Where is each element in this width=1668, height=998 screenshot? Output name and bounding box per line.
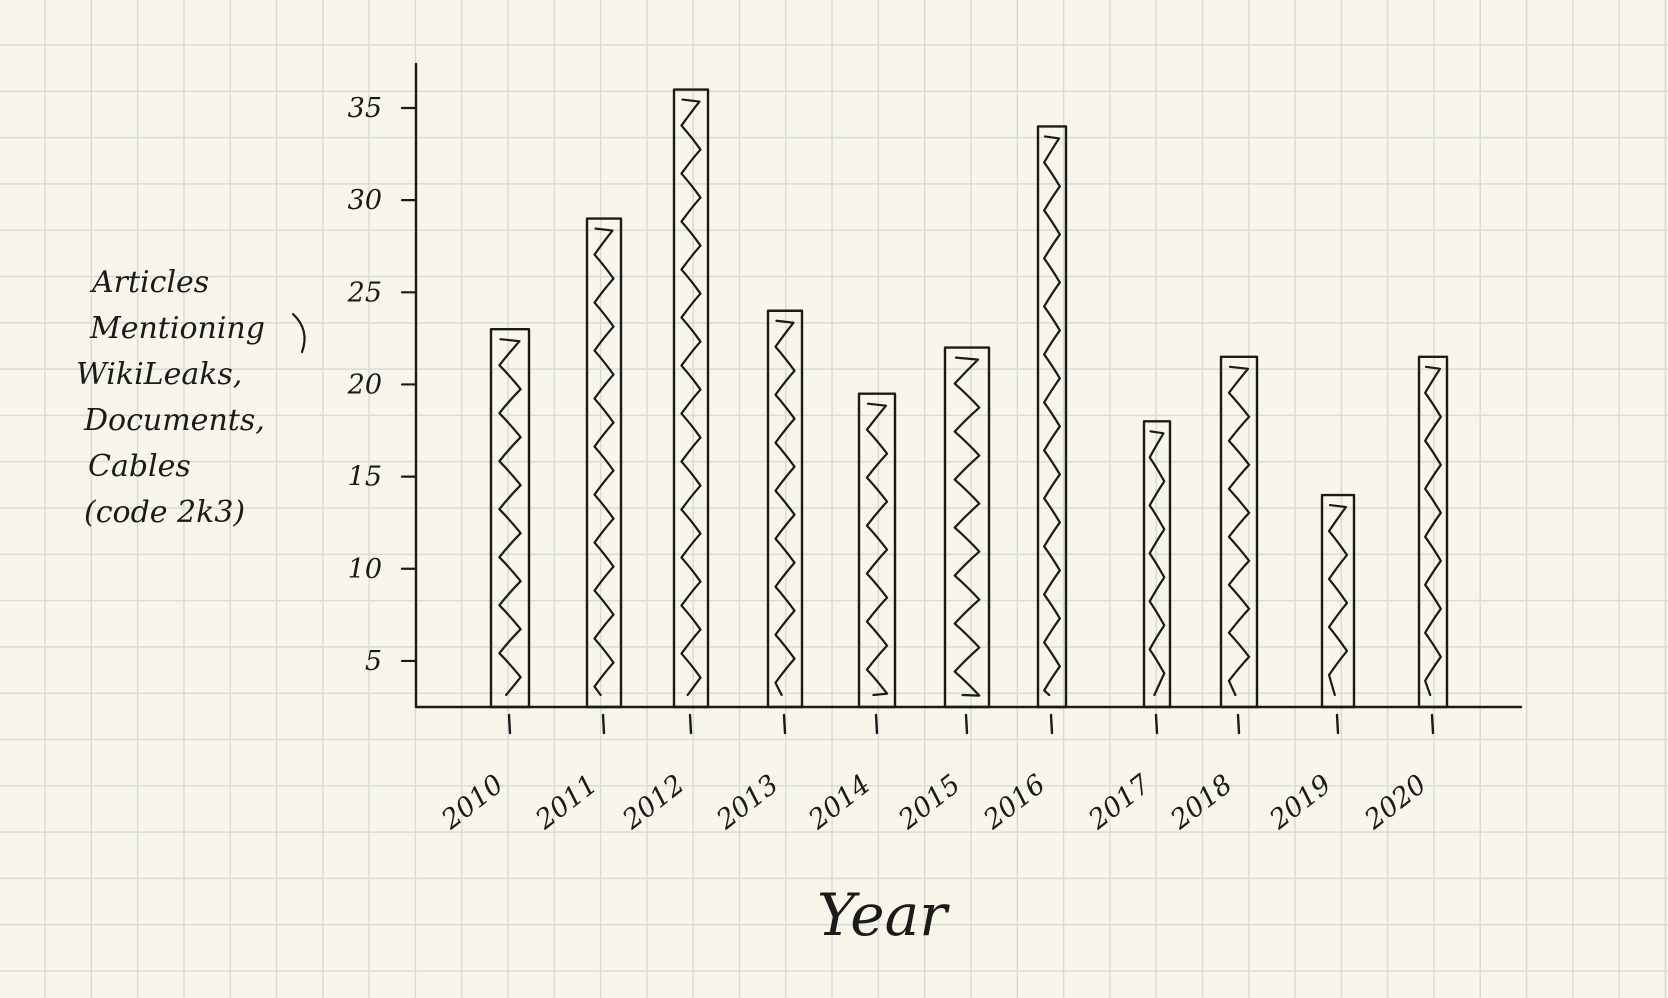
- x-ticks: 2010 2011 2012 2013 2014 2015 2016 2017 2018 2019…: [435, 713, 1435, 836]
- bar: [1417, 355, 1449, 709]
- x-tick-label: 2014: [802, 769, 876, 836]
- bar-zigzag-fill: [680, 98, 702, 697]
- y-ticks: 5 10 15 20 25 30 35: [347, 93, 418, 677]
- y-axis-title-line: Cables: [88, 449, 191, 484]
- y-axis-title-line: Articles: [89, 265, 209, 300]
- bar: [766, 309, 804, 709]
- x-tick-mark: [1049, 713, 1054, 735]
- x-tick-label: 2017: [1082, 768, 1157, 836]
- x-tick-label: 2016: [977, 769, 1051, 836]
- y-axis-title: Articles Mentioning WikiLeaks, Documents…: [76, 265, 306, 530]
- x-tick-label: 2011: [529, 769, 603, 836]
- bar-zigzag-fill: [593, 227, 615, 697]
- x-tick-label: 2018: [1164, 769, 1238, 836]
- bar: [489, 327, 531, 709]
- y-tick-label: 30: [348, 185, 382, 216]
- bar: [672, 88, 710, 709]
- y-tick-label: 35: [348, 93, 382, 124]
- bar-zigzag-fill: [774, 319, 796, 697]
- x-tick-mark: [782, 713, 787, 735]
- x-tick-label: 2015: [892, 769, 966, 836]
- bar-zigzag-fill: [1227, 365, 1251, 697]
- x-tick-mark: [507, 713, 512, 735]
- x-tick-label: 2010: [435, 769, 509, 836]
- bar: [1142, 420, 1172, 709]
- y-tick-label: 10: [348, 554, 382, 585]
- bar: [857, 392, 897, 709]
- bar-zigzag-fill: [1424, 365, 1442, 697]
- x-tick-mark: [1154, 713, 1159, 735]
- x-tick-mark: [1236, 713, 1241, 735]
- y-axis-title-line: WikiLeaks,: [76, 357, 242, 392]
- y-axis-title-line: (code 2k3): [84, 495, 245, 530]
- bars: [489, 88, 1449, 709]
- x-tick-mark: [874, 713, 879, 735]
- x-tick-mark: [964, 713, 969, 735]
- y-tick-label: 25: [347, 277, 382, 308]
- x-tick-mark: [1335, 713, 1340, 735]
- bar: [1036, 125, 1068, 709]
- bar-zigzag-fill: [498, 338, 522, 697]
- bar-zigzag-fill: [1043, 135, 1061, 697]
- x-tick-label: 2012: [616, 769, 690, 836]
- y-axis-title-line: Mentioning: [89, 311, 265, 346]
- y-tick-label: 5: [365, 646, 382, 677]
- bar: [1219, 355, 1259, 709]
- x-tick-mark: [1430, 713, 1435, 735]
- bar-zigzag-fill: [1327, 503, 1349, 697]
- x-tick-mark: [688, 713, 693, 735]
- x-tick-label: 2013: [710, 769, 784, 836]
- bar-zigzag-fill: [953, 356, 981, 697]
- bar-zigzag-fill: [865, 402, 889, 697]
- y-tick-label: 15: [348, 462, 382, 493]
- x-tick-mark: [601, 713, 606, 735]
- x-tick-label: 2019: [1263, 769, 1337, 836]
- y-axis-title-line: Documents,: [83, 403, 265, 438]
- bar: [943, 346, 991, 709]
- bar: [585, 217, 623, 709]
- x-tick-label: 2020: [1358, 769, 1432, 836]
- bar: [1320, 493, 1356, 709]
- x-axis-title: Year: [817, 881, 950, 949]
- y-tick-label: 20: [347, 369, 382, 400]
- bar-zigzag-fill: [1148, 430, 1166, 697]
- y-title-bracket-mark: [291, 312, 306, 354]
